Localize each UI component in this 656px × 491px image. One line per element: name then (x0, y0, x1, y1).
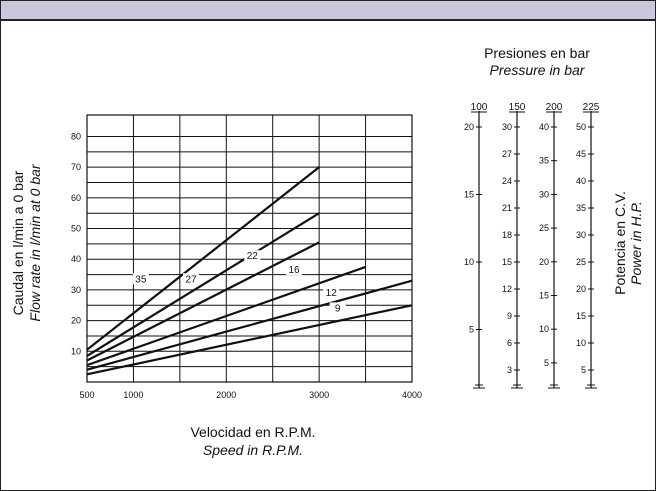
scale-tick-label: 25 (576, 257, 586, 267)
series-label-bg-35 (132, 273, 149, 285)
scale-tick-label: 24 (502, 176, 512, 186)
scale-tick-label: 15 (539, 291, 549, 301)
x-axis-label: Velocidad en R.P.M. (190, 424, 315, 440)
pressure-power-scales: 100 20 15 10 5 150 30 27 24 21 18 15 12 9 6 3 200 40 35 30 2… (464, 102, 600, 389)
series-line-16 (86, 265, 366, 367)
series-label-22: 22 (247, 251, 259, 262)
scale-tick-label: 9 (507, 311, 512, 321)
scale-tick-label: 12 (502, 284, 512, 294)
series-line-12 (86, 279, 413, 371)
scale-tick-label: 25 (539, 223, 549, 233)
power-label-en: Power in H.P. (628, 201, 644, 285)
chart-frame (86, 114, 413, 383)
series-line-22 (86, 241, 320, 362)
series-lines (86, 166, 413, 376)
scale-tick-label: 30 (502, 122, 512, 132)
scale-pressure-200: 200 (546, 102, 563, 113)
scale-tick-label: 10 (576, 338, 586, 348)
series-labels: 35 27 22 16 12 9 (132, 250, 346, 314)
scale-tick-label: 40 (576, 176, 586, 186)
series-label-bg-12 (323, 287, 340, 299)
x-tick-label: 500 (79, 390, 94, 400)
scale-tick-label: 45 (576, 149, 586, 159)
y-axis-label-en: Flow rate in l/min at 0 bar (27, 163, 43, 322)
scale-pressure-100: 100 (471, 102, 488, 113)
y-tick-label: 40 (71, 254, 81, 264)
scale-tick-label: 35 (539, 156, 549, 166)
series-label-bg-9 (329, 302, 346, 314)
tick-labels: 500 1000 2000 3000 4000 10 20 30 40 50 60 70 80 (71, 131, 422, 400)
scale-tick-label: 6 (507, 338, 512, 348)
series-label-27: 27 (185, 274, 197, 285)
series-label-bg-16 (286, 264, 303, 276)
series-label-bg-22 (244, 250, 261, 262)
series-label-9: 9 (335, 303, 341, 314)
scale-pressure-150: 150 (509, 102, 526, 113)
scale-tick-label: 10 (539, 324, 549, 334)
series-label-bg-27 (183, 273, 199, 285)
scale-tick-label: 30 (576, 230, 586, 240)
y-tick-label: 70 (71, 162, 81, 172)
scale-tick-label: 5 (544, 358, 549, 368)
x-tick-label: 3000 (309, 390, 329, 400)
scale-tick-label: 20 (539, 257, 549, 267)
power-label: Potencia en C.V. (612, 191, 628, 295)
series-label-35: 35 (135, 274, 147, 285)
scale-tick-label: 40 (539, 122, 549, 132)
pressure-title: Presiones en bar (484, 45, 590, 61)
scale-tick-label: 15 (502, 257, 512, 267)
pressure-title-en: Pressure in bar (490, 62, 586, 78)
x-tick-label: 4000 (402, 390, 422, 400)
scale-pressure-225: 225 (583, 102, 600, 113)
scale-tick-label: 3 (507, 365, 512, 375)
scale-tick-label: 5 (469, 325, 474, 335)
x-tick-label: 1000 (123, 390, 143, 400)
series-label-16: 16 (289, 265, 301, 276)
plot-frame (86, 114, 413, 383)
scale-tick-label: 27 (502, 149, 512, 159)
y-tick-label: 20 (71, 316, 81, 326)
scale-tick-label: 5 (581, 365, 586, 375)
y-tick-label: 10 (71, 346, 81, 356)
scale-tick-label: 20 (464, 122, 474, 132)
scale-tick-label: 30 (539, 189, 549, 199)
y-tick-label: 80 (71, 131, 81, 141)
series-line-35 (86, 166, 320, 351)
scale-tick-label: 50 (576, 122, 586, 132)
series-line-9 (86, 304, 413, 376)
y-tick-label: 30 (71, 285, 81, 295)
series-line-27 (86, 212, 320, 357)
y-tick-label: 50 (71, 224, 81, 234)
series-label-12: 12 (326, 288, 338, 299)
x-axis-label-en: Speed in R.P.M. (203, 442, 303, 458)
y-tick-label: 60 (71, 193, 81, 203)
scale-tick-label: 20 (576, 284, 586, 294)
y-axis-label: Caudal en l/min a 0 bar (10, 170, 26, 315)
chart-grid (87, 115, 412, 382)
header-bar (1, 1, 655, 21)
scale-tick-label: 18 (502, 230, 512, 240)
scale-tick-label: 10 (464, 257, 474, 267)
scale-tick-label: 15 (464, 190, 474, 200)
x-tick-label: 2000 (216, 390, 236, 400)
scale-tick-label: 21 (502, 203, 512, 213)
scale-tick-label: 35 (576, 203, 586, 213)
scale-tick-label: 15 (576, 311, 586, 321)
